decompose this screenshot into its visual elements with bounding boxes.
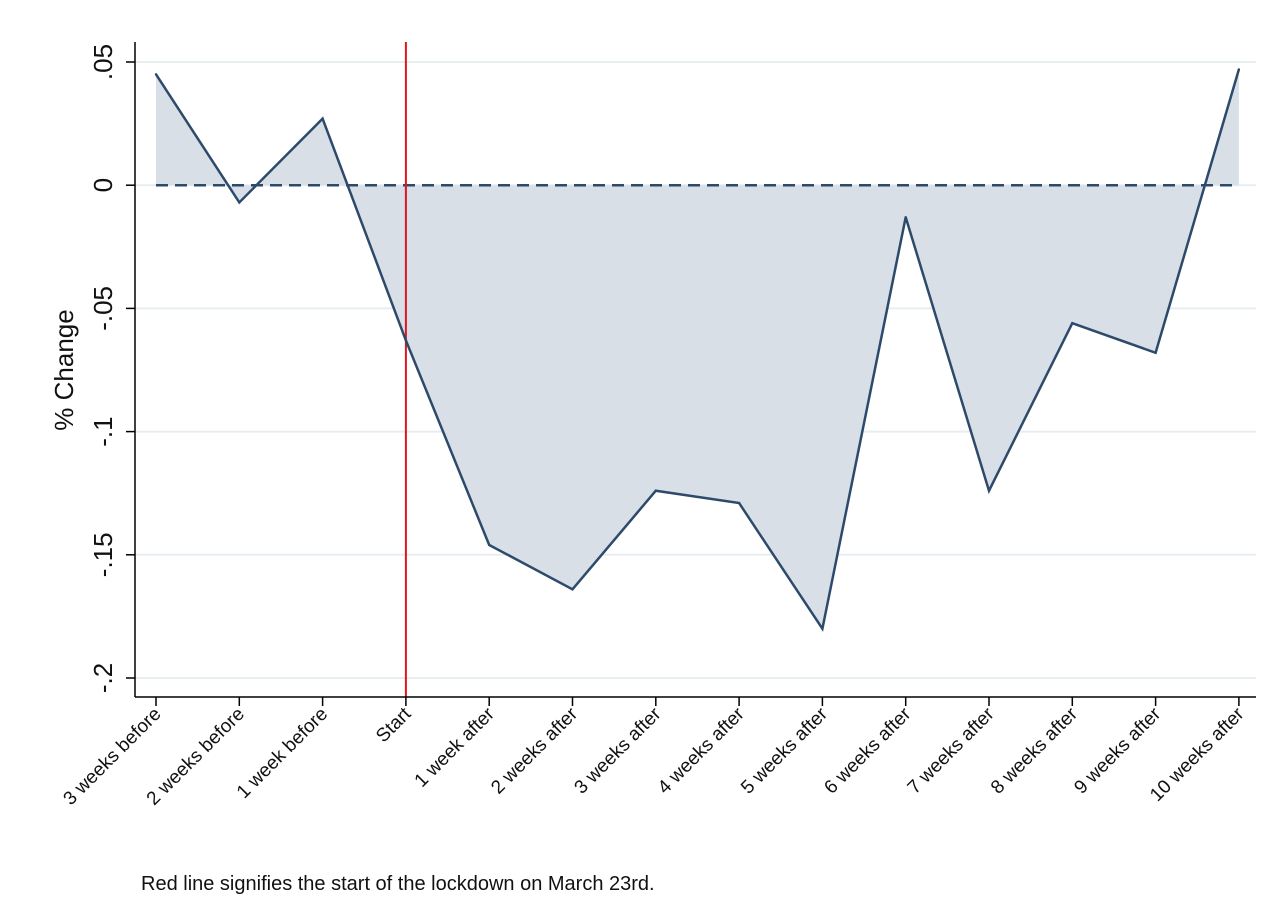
x-tick-label-11: 8 weeks after [987,703,1082,798]
x-tick-label-12: 9 weeks after [1070,703,1165,798]
data-point-12 [1154,351,1157,354]
data-point-10 [987,489,991,492]
data-point-8 [821,627,824,630]
y-tick-label-5: -.2 [88,663,118,693]
x-tick-label-7: 4 weeks after [654,703,749,798]
axes [134,42,1256,698]
series-polyline [154,69,1241,632]
y-axis-ticks: .05 0 -.05 -.1 -.15 -.2 [88,44,135,693]
data-point-11 [1071,321,1074,325]
x-tick-label-8: 5 weeks after [737,703,832,798]
data-point-3 [404,339,408,342]
data-point-13 [1237,68,1241,71]
x-tick-label-5: 2 weeks after [487,703,582,798]
y-tick-label-0: .05 [88,44,118,80]
data-point-2 [321,117,324,120]
area-fill [156,69,1239,629]
y-tick-label-2: -.05 [88,286,118,331]
series-line [154,68,1241,632]
x-tick-label-9: 6 weeks after [820,703,915,798]
y-axis-label: % Change [49,309,79,430]
data-point-9 [904,216,907,219]
x-tick-label-6: 3 weeks after [571,703,666,798]
data-point-0 [154,73,158,76]
chart-note: Red line signifies the start of the lock… [141,873,655,895]
data-point-6 [654,489,657,492]
y-tick-label-3: -.1 [88,416,118,446]
x-tick-label-3: Start [372,703,416,747]
y-tick-label-4: -.15 [88,532,118,577]
data-point-5 [571,588,574,591]
area-shape [156,69,1239,629]
x-tick-label-4: 1 week after [411,703,500,792]
data-point-1 [238,201,241,204]
x-tick-label-10: 7 weeks after [904,703,999,798]
data-point-4 [488,543,491,547]
data-point-7 [737,501,741,505]
y-tick-label-1: 0 [88,178,118,192]
